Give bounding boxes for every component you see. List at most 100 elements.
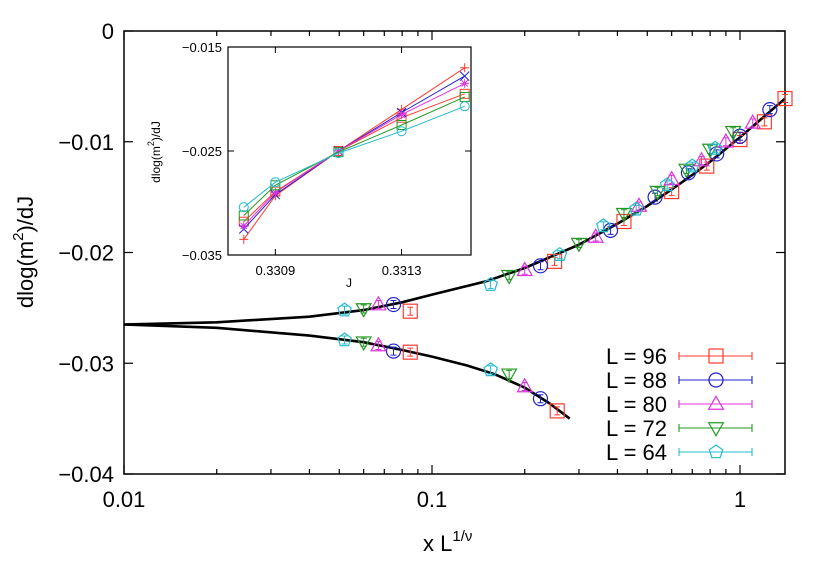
error-bar xyxy=(664,180,671,190)
data-point xyxy=(762,102,778,118)
data-point xyxy=(402,344,418,360)
x-tick-label: 0.1 xyxy=(417,487,448,512)
inset-point xyxy=(459,101,470,112)
data-point xyxy=(649,185,666,201)
error-bar xyxy=(761,117,768,127)
error-bar xyxy=(766,105,773,115)
legend-errcap xyxy=(678,376,753,384)
legend-label: L = 72 xyxy=(606,416,667,441)
inset-point xyxy=(397,110,407,120)
inset-plot-frame xyxy=(227,46,472,256)
data-point xyxy=(355,303,373,318)
data-point xyxy=(693,151,710,167)
data-point xyxy=(516,377,534,393)
data-point xyxy=(385,296,402,313)
inset-y-axis-label: dlog(m2)/dJ xyxy=(146,121,163,183)
legend-label: L = 80 xyxy=(606,392,667,417)
data-point xyxy=(777,90,793,107)
error-bar xyxy=(633,204,640,214)
data-point xyxy=(707,140,723,155)
inset-point xyxy=(396,126,407,137)
data-point xyxy=(549,403,565,419)
inset-point xyxy=(238,210,249,221)
inset-point xyxy=(333,148,344,159)
legend-errcap xyxy=(678,400,753,408)
data-point xyxy=(659,177,675,192)
inset-point xyxy=(333,146,343,156)
y-tick-label: −0.02 xyxy=(58,241,114,266)
series-l80 xyxy=(370,114,762,393)
series-l64 xyxy=(337,140,723,377)
error-bar xyxy=(407,347,414,357)
legend-label: L = 88 xyxy=(606,368,667,393)
inset-point xyxy=(239,234,249,244)
inset-x-axis-label: J xyxy=(346,276,352,290)
error-bar xyxy=(407,306,414,316)
inset-series xyxy=(238,101,470,213)
legend-label: L = 64 xyxy=(606,440,667,465)
data-point xyxy=(500,368,518,384)
y-tick-label: −0.04 xyxy=(58,462,114,487)
error-bar xyxy=(537,394,544,404)
data-point xyxy=(647,189,663,205)
data-point xyxy=(483,362,499,377)
data-point xyxy=(370,295,387,311)
data-point xyxy=(628,201,644,216)
inset-point xyxy=(239,221,249,231)
y-tick-label: −0.01 xyxy=(58,130,114,155)
data-point xyxy=(684,158,700,173)
error-bar xyxy=(712,143,719,153)
inset-y-tick-label: −0.015 xyxy=(182,40,222,55)
error-bar xyxy=(782,94,788,104)
inset-point xyxy=(460,63,470,73)
data-point xyxy=(500,269,518,285)
error-bar xyxy=(736,131,743,141)
inset-point xyxy=(459,71,470,81)
data-point xyxy=(552,246,568,261)
data-point xyxy=(337,302,352,317)
y-tick-label: −0.03 xyxy=(58,351,114,376)
inset-x-tick-label: 0.3309 xyxy=(255,263,295,278)
data-point xyxy=(630,197,648,212)
data-point xyxy=(678,163,695,179)
data-point xyxy=(337,332,352,347)
legend-label: L = 96 xyxy=(606,344,667,369)
legend-errcap xyxy=(678,448,753,456)
inset-y-tick-label: −0.025 xyxy=(182,144,222,159)
legend-marker xyxy=(708,348,724,364)
data-point xyxy=(724,125,742,141)
error-bar xyxy=(556,250,563,260)
x-axis-label: x L1/ν xyxy=(423,528,472,556)
error-bar xyxy=(487,365,494,375)
data-point xyxy=(402,303,418,319)
inset-x-tick-label: 0.3313 xyxy=(382,263,422,278)
error-bar xyxy=(554,406,561,416)
data-point xyxy=(717,132,735,148)
inset-series xyxy=(239,78,470,231)
data-point xyxy=(370,336,387,352)
x-tick-label: 0.01 xyxy=(103,487,146,512)
fit-curve-lower xyxy=(123,323,571,420)
data-point xyxy=(595,218,611,233)
inset-point xyxy=(238,202,249,213)
error-bar xyxy=(487,280,494,290)
data-point xyxy=(587,228,605,243)
data-point xyxy=(570,237,588,253)
data-point xyxy=(355,336,373,352)
error-bar xyxy=(341,335,348,345)
inset-line xyxy=(243,105,465,208)
error-bar xyxy=(689,161,696,171)
legend-marker xyxy=(708,372,724,388)
legend-errcap xyxy=(678,424,753,432)
inset-point xyxy=(270,188,280,198)
legend-marker xyxy=(708,444,724,459)
error-bar xyxy=(600,221,607,231)
y-tick-label: 0 xyxy=(102,19,114,44)
error-bar xyxy=(341,305,348,315)
data-point xyxy=(516,261,534,277)
inset-y-tick-label: −0.035 xyxy=(182,248,222,263)
data-point xyxy=(532,391,549,407)
error-bar xyxy=(390,300,397,310)
data-point xyxy=(546,253,563,269)
data-point xyxy=(615,207,633,223)
